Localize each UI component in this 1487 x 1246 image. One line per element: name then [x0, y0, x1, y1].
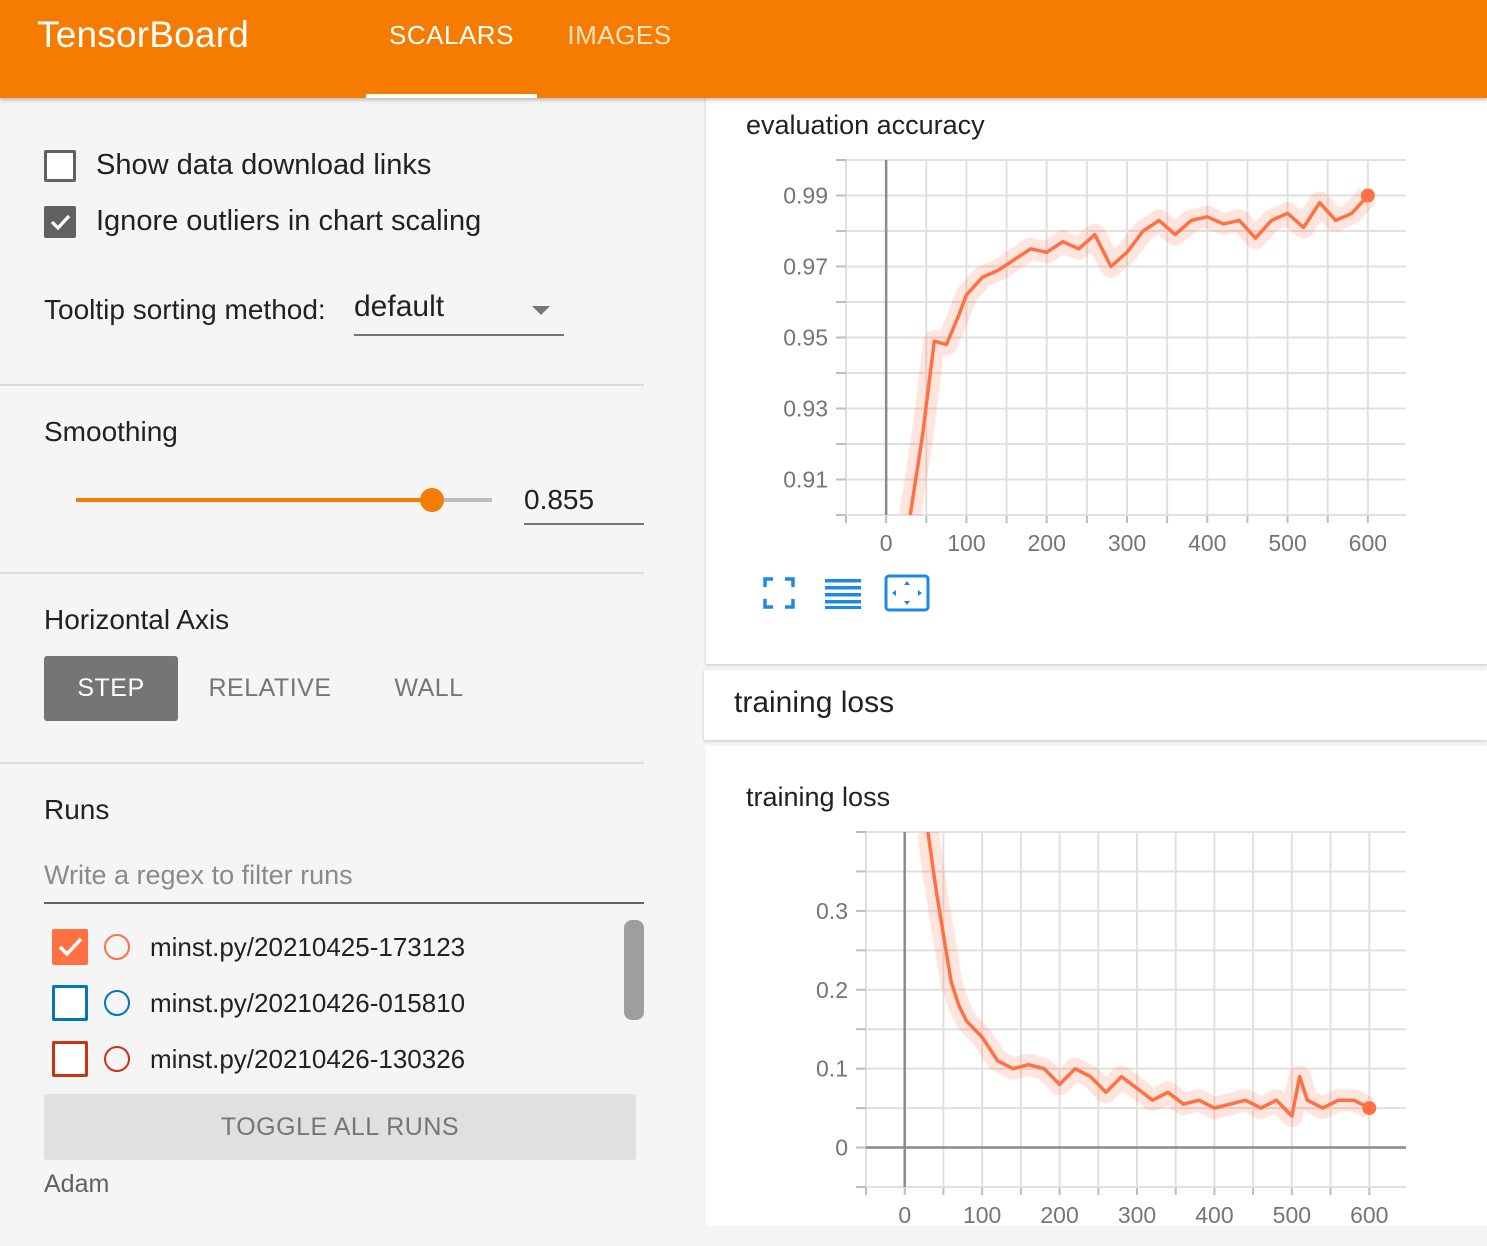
y-tick-label: 0: [835, 1135, 848, 1161]
last-point-marker: [1362, 1101, 1377, 1116]
training-loss-chart[interactable]: 0 100 200 300 400 500 600 0 0.1 0.2 0.3: [706, 826, 1406, 1246]
run-label: minst.py/20210426-015810: [150, 987, 466, 1018]
run-group-label: Adam: [44, 1170, 110, 1198]
chevron-down-icon: [532, 306, 550, 315]
horizontal-axis-title: Horizontal Axis: [44, 604, 230, 635]
divider: [0, 762, 644, 764]
x-tick-label: 500: [1273, 1202, 1311, 1228]
run-item[interactable]: minst.py/20210426-130326: [52, 1041, 465, 1077]
axis-step-button[interactable]: STEP: [44, 656, 178, 721]
x-tick-label: 600: [1350, 1202, 1388, 1228]
show-download-links-checkbox[interactable]: [44, 149, 76, 182]
tooltip-sorting-label: Tooltip sorting method:: [44, 294, 326, 325]
run-checkbox[interactable]: [52, 1041, 88, 1077]
group-header-label: training loss: [734, 686, 895, 719]
run-color-circle[interactable]: [104, 990, 130, 1016]
chart-card-evaluation-accuracy: evaluation accuracy 0 100 200 300 400 500 600 0…: [706, 98, 1487, 664]
y-tick-label: 0.95: [783, 325, 828, 351]
runs-title: Runs: [44, 794, 110, 825]
x-tick-label: 200: [1040, 1202, 1078, 1228]
run-checkbox[interactable]: [52, 929, 88, 965]
last-point-marker: [1360, 188, 1375, 203]
y-tick-label: 0.97: [783, 254, 828, 280]
y-tick-label: 0.3: [816, 898, 848, 924]
app-title: TensorBoard: [37, 14, 249, 55]
x-tick-label: 100: [963, 1202, 1001, 1228]
training-loss-group-header[interactable]: training loss: [704, 670, 1487, 740]
fullscreen-icon[interactable]: [762, 576, 796, 610]
run-color-circle[interactable]: [104, 934, 130, 960]
run-item[interactable]: minst.py/20210426-015810: [52, 985, 465, 1021]
top-app-bar: TensorBoard SCALARS IMAGES: [0, 0, 1487, 98]
y-tick-label: 0.93: [783, 396, 828, 422]
ignore-outliers-checkbox[interactable]: [44, 205, 76, 238]
x-tick-label: 300: [1118, 1202, 1156, 1228]
ignore-outliers-label: Ignore outliers in chart scaling: [96, 205, 482, 237]
y-tick-label: 0.99: [783, 183, 828, 209]
evaluation-accuracy-chart[interactable]: 0 100 200 300 400 500 600 0.91 0.93 0.95 0.97 0.99: [706, 148, 1406, 588]
raw-data-band: [917, 832, 1375, 1127]
show-download-links-label: Show data download links: [96, 149, 432, 181]
raw-data-band: [899, 188, 1377, 515]
smoothing-title: Smoothing: [44, 416, 178, 447]
run-filter-input[interactable]: Write a regex to filter runs: [44, 850, 644, 904]
run-color-circle[interactable]: [104, 1046, 130, 1072]
y-tick-label: 0.1: [816, 1056, 848, 1082]
x-tick-label: 0: [880, 530, 893, 556]
show-download-links-row[interactable]: Show data download links: [44, 149, 431, 182]
run-item[interactable]: minst.py/20210425-173123: [52, 929, 465, 965]
slider-track-active: [76, 498, 432, 502]
x-tick-label: 100: [947, 530, 985, 556]
chart-title: evaluation accuracy: [746, 110, 985, 140]
x-tick-label: 400: [1195, 1202, 1233, 1228]
lines-icon[interactable]: [824, 576, 862, 610]
x-tick-label: 400: [1188, 530, 1226, 556]
divider: [0, 384, 644, 386]
checkmark-icon: [50, 214, 71, 230]
checkmark-icon: [58, 937, 83, 957]
main-content: evaluation accuracy 0 100 200 300 400 500 600 0…: [704, 98, 1487, 1228]
x-tick-label: 300: [1108, 530, 1146, 556]
x-tick-label: 500: [1268, 530, 1306, 556]
smoothing-value-input[interactable]: 0.855: [524, 478, 644, 525]
chart-title: training loss: [746, 782, 891, 812]
x-tick-label: 200: [1028, 530, 1066, 556]
axis-relative-button[interactable]: RELATIVE: [208, 674, 332, 702]
runs-scrollbar[interactable]: [624, 920, 644, 1020]
smoothed-series-line: [926, 832, 1371, 1118]
tooltip-sorting-value: default: [354, 290, 445, 323]
tab-images[interactable]: IMAGES: [567, 20, 672, 50]
slider-knob[interactable]: [420, 488, 444, 512]
chart-card-training-loss: training loss 0 100 200 300 400 500 600 0 0.1 0.2…: [706, 746, 1487, 1228]
run-checkbox[interactable]: [52, 985, 88, 1021]
run-label: minst.py/20210426-130326: [150, 1043, 466, 1074]
divider: [0, 572, 644, 574]
x-tick-label: 600: [1349, 530, 1387, 556]
toggle-all-runs-button[interactable]: TOGGLE ALL RUNS: [44, 1094, 636, 1160]
tab-scalars[interactable]: SCALARS: [366, 20, 537, 98]
run-label: minst.py/20210425-173123: [150, 931, 466, 962]
axis-wall-button[interactable]: WALL: [394, 674, 464, 702]
fit-domain-icon[interactable]: [884, 574, 930, 612]
x-tick-label: 0: [898, 1202, 911, 1228]
tooltip-sorting-dropdown[interactable]: default: [354, 286, 564, 336]
smoothed-series-line: [908, 194, 1370, 515]
sidebar: Show data download links Ignore outliers…: [0, 98, 704, 1226]
slider-track: [432, 498, 492, 502]
y-tick-label: 0.91: [783, 467, 828, 493]
y-tick-label: 0.2: [816, 977, 848, 1003]
ignore-outliers-row[interactable]: Ignore outliers in chart scaling: [44, 205, 481, 238]
